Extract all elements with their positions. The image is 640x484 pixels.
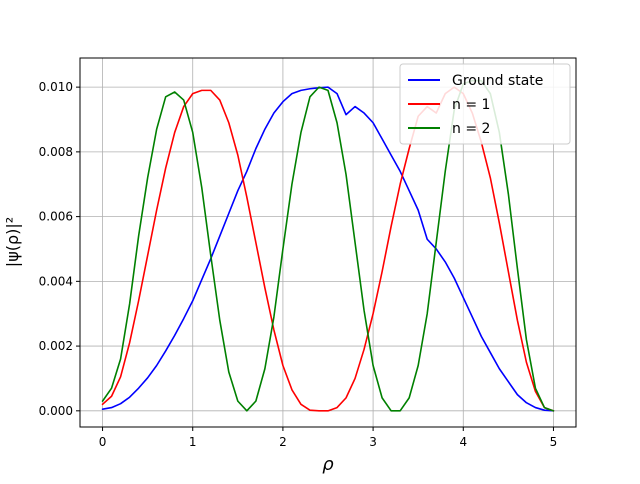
x-tick-label: 2: [279, 435, 287, 449]
grid-layer: [80, 58, 576, 427]
y-tick-label: 0.006: [39, 210, 73, 224]
x-axis-label: ρ: [322, 454, 334, 475]
x-tick-label: 3: [369, 435, 377, 449]
plot-frame: [79, 57, 577, 428]
x-tick-label: 5: [550, 435, 558, 449]
legend-label: Ground state: [452, 73, 543, 89]
legend-label: n = 2: [452, 121, 490, 137]
tick-layer: 0 1 2 3 4 5 0.000 0.002 0.004 0.006 0.008 0.010: [39, 80, 558, 449]
x-tick-label: 1: [189, 435, 197, 449]
legend: Ground state n = 1 n = 2: [399, 63, 571, 145]
legend-box: [399, 63, 571, 145]
x-tick-label: 4: [459, 435, 467, 449]
y-tick-label: 0.010: [39, 80, 73, 94]
y-tick-label: 0.008: [39, 145, 73, 159]
y-tick-label: 0.000: [39, 404, 73, 418]
series-line-0: [101, 86, 555, 412]
x-tick-label: 0: [99, 435, 107, 449]
y-tick-label: 0.002: [39, 339, 73, 353]
y-tick-label: 0.004: [39, 274, 73, 288]
y-axis-label: |ψ(ρ)|²: [3, 217, 22, 267]
legend-label: n = 1: [452, 97, 490, 113]
